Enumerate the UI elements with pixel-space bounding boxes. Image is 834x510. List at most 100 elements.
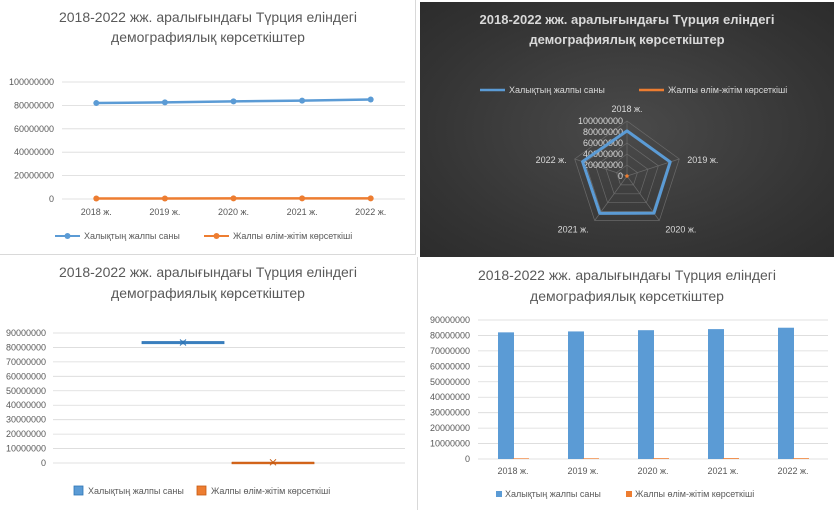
chart-title-line1: 2018-2022 жж. аралығындағы Түрция елінде… — [480, 12, 775, 27]
radar-gridline — [595, 142, 659, 204]
y-tick-label: 80000000 — [14, 100, 54, 110]
bar-series-1 — [513, 458, 529, 459]
radar-axis-label: 80000000 — [583, 127, 623, 137]
x-tick-label: 2019 ж. — [567, 466, 598, 476]
radar-axis-label: 60000000 — [583, 138, 623, 148]
data-point — [161, 195, 168, 202]
data-point — [367, 195, 374, 202]
data-point — [230, 98, 237, 105]
bar-chart: 2018-2022 жж. аралығындағы Түрция елінде… — [430, 267, 828, 499]
radar-category-label: 2020 ж. — [665, 224, 696, 234]
bar-series-0 — [568, 331, 584, 459]
y-tick-label: 30000000 — [430, 408, 470, 418]
y-tick-label: 50000000 — [6, 386, 46, 396]
bar-series-1 — [653, 458, 669, 459]
radar-axis-label: 40000000 — [583, 149, 623, 159]
radar-category-label: 2021 ж. — [558, 224, 589, 234]
y-tick-label: 40000000 — [6, 400, 46, 410]
y-tick-label: 70000000 — [6, 357, 46, 367]
radar-chart: 2018-2022 жж. аралығындағы Түрция елінде… — [480, 12, 788, 234]
y-tick-label: 50000000 — [430, 377, 470, 387]
chart-title-line2: демографиялық көрсеткіштер — [111, 29, 305, 45]
radar-series-0 — [581, 129, 672, 215]
legend-label-mortality: Жалпы өлім-жітім көрсеткіші — [211, 486, 330, 496]
legend-label-population: Халықтың жалпы саны — [505, 489, 601, 499]
y-tick-label: 20000000 — [14, 171, 54, 181]
radar-gridline — [616, 164, 638, 186]
legend-label-population: Халықтың жалпы саны — [84, 231, 180, 241]
y-tick-label: 80000000 — [430, 330, 470, 340]
radar-gridline — [605, 153, 649, 195]
chart-title-line2: демографиялық көрсеткіштер — [530, 288, 724, 304]
radar-gridline — [574, 120, 680, 221]
x-tick-label: 2022 ж. — [355, 207, 386, 217]
legend-swatch-mortality — [196, 485, 207, 496]
chart-title-line2: демографиялық көрсеткіштер — [111, 285, 305, 301]
radar-axis-label: 20000000 — [583, 160, 623, 170]
legend-label-mortality: Жалпы өлім-жітім көрсеткіші — [635, 489, 754, 499]
data-point — [367, 96, 374, 103]
legend-label-population: Халықтың жалпы саны — [509, 85, 605, 95]
y-tick-label: 60000000 — [6, 371, 46, 381]
y-tick-label: 20000000 — [6, 429, 46, 439]
legend-label-population: Халықтың жалпы саны — [88, 486, 184, 496]
x-tick-label: 2019 ж. — [149, 207, 180, 217]
x-tick-label: 2022 ж. — [777, 466, 808, 476]
x-tick-label: 2018 ж. — [81, 207, 112, 217]
bar-series-0 — [778, 327, 794, 459]
bar-series-0 — [498, 332, 514, 459]
chart-title-line1: 2018-2022 жж. аралығындағы Түрция елінде… — [478, 267, 776, 283]
radar-chart-panel: 2018-2022 жж. аралығындағы Түрция елінде… — [420, 2, 834, 257]
y-tick-label: 40000000 — [14, 147, 54, 157]
radar-category-label: 2019 ж. — [687, 155, 718, 165]
chart-title-line1: 2018-2022 жж. аралығындағы Түрция елінде… — [59, 264, 357, 280]
legend-marker-population — [64, 233, 71, 239]
chart-title-line1: 2018-2022 жж. аралығындағы Түрция елінде… — [59, 9, 357, 25]
box-chart-panel: 2018-2022 жж. аралығындағы Түрция елінде… — [0, 257, 418, 510]
chart-title-line2: демографиялық көрсеткіштер — [529, 32, 724, 47]
y-tick-label: 100000000 — [9, 77, 54, 87]
y-tick-label: 20000000 — [430, 423, 470, 433]
legend-swatch-population — [73, 485, 84, 496]
y-tick-label: 0 — [41, 458, 46, 468]
y-tick-label: 40000000 — [430, 392, 470, 402]
radar-category-label: 2018 ж. — [611, 104, 642, 114]
box-chart: 2018-2022 жж. аралығындағы Түрция елінде… — [6, 264, 405, 496]
y-tick-label: 70000000 — [430, 346, 470, 356]
y-tick-label: 10000000 — [430, 439, 470, 449]
y-tick-label: 90000000 — [430, 315, 470, 325]
x-tick-label: 2018 ж. — [497, 466, 528, 476]
box-mean-marker — [179, 339, 187, 346]
x-tick-label: 2020 ж. — [637, 466, 668, 476]
x-tick-label: 2021 ж. — [287, 207, 318, 217]
data-point — [161, 99, 168, 106]
y-tick-label: 0 — [465, 454, 470, 464]
y-tick-label: 0 — [49, 194, 54, 204]
legend-swatch-population — [496, 491, 502, 497]
legend-marker-mortality — [213, 233, 220, 239]
y-tick-label: 80000000 — [6, 342, 46, 352]
y-tick-label: 60000000 — [14, 124, 54, 134]
data-point — [93, 100, 100, 107]
data-point — [299, 195, 306, 202]
legend-label-mortality: Жалпы өлім-жітім көрсеткіші — [233, 231, 352, 241]
data-point — [93, 195, 100, 202]
y-tick-label: 60000000 — [430, 361, 470, 371]
radar-category-label: 2022 ж. — [536, 155, 567, 165]
line-chart: 2018-2022 жж. аралығындағы Түрция елінде… — [9, 9, 405, 241]
bar-chart-panel: 2018-2022 жж. аралығындағы Түрция елінде… — [420, 259, 834, 510]
data-point — [299, 97, 306, 104]
x-tick-label: 2020 ж. — [218, 207, 249, 217]
bar-series-0 — [708, 329, 724, 459]
y-tick-label: 30000000 — [6, 415, 46, 425]
legend-swatch-mortality — [626, 491, 632, 497]
bar-series-1 — [723, 458, 739, 459]
radar-axis-label: 0 — [618, 171, 623, 181]
y-tick-label: 10000000 — [6, 444, 46, 454]
legend-label-mortality: Жалпы өлім-жітім көрсеткіші — [668, 85, 787, 95]
box-mean-marker — [269, 458, 277, 466]
bar-series-1 — [583, 458, 599, 459]
data-point — [230, 195, 237, 202]
y-tick-label: 90000000 — [6, 328, 46, 338]
x-tick-label: 2021 ж. — [707, 466, 738, 476]
